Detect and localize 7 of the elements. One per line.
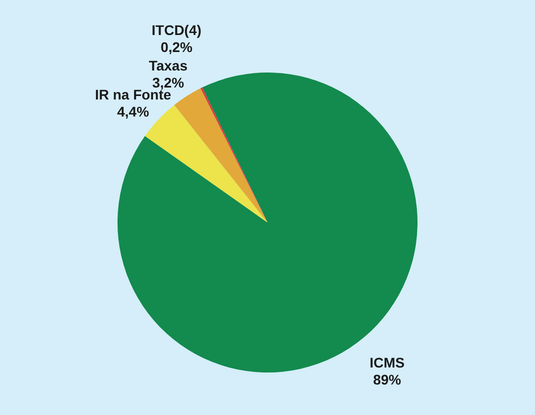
data-label: 89% — [373, 372, 402, 388]
slice-label: ITCD(4) — [152, 22, 202, 38]
data-label: 0,2% — [160, 39, 194, 56]
data-label: 4,4% — [117, 103, 150, 120]
slice-label: Taxas — [148, 57, 188, 74]
slice-label: ICMS — [370, 354, 405, 371]
pie-slice — [174, 88, 268, 222]
